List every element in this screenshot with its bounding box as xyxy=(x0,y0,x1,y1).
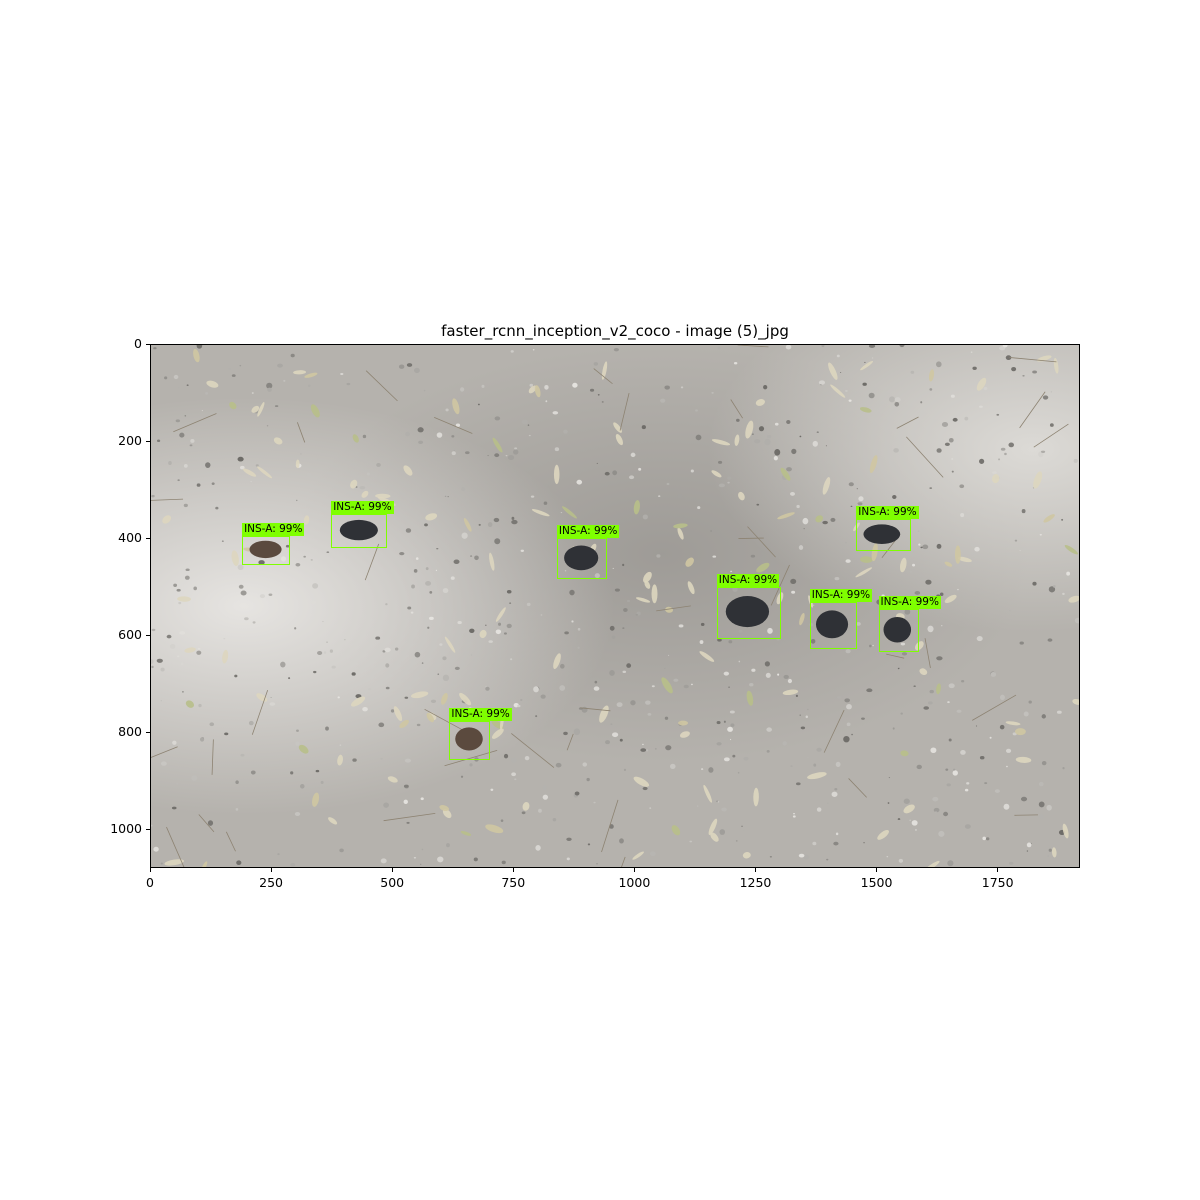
detection-box xyxy=(809,602,858,649)
detection-box xyxy=(716,586,781,639)
detection-label: INS-A: 99% xyxy=(449,708,512,722)
x-tick-mark xyxy=(149,868,151,872)
x-tick-mark xyxy=(997,868,999,872)
x-tick-mark xyxy=(633,868,635,872)
x-tick-label: 1750 xyxy=(981,875,1014,890)
beetle xyxy=(339,519,378,541)
beetle xyxy=(883,616,912,643)
detection-label: INS-A: 99% xyxy=(856,505,919,519)
x-tick-mark xyxy=(754,868,756,872)
x-tick-label: 0 xyxy=(146,875,154,890)
detection-box xyxy=(856,518,911,552)
beetle xyxy=(249,540,282,559)
beetle xyxy=(455,727,483,751)
beetle xyxy=(815,610,849,639)
y-tick-label: 0 xyxy=(134,336,142,351)
y-tick-label: 200 xyxy=(118,433,142,449)
x-tick-mark xyxy=(876,868,878,872)
x-tick-label: 750 xyxy=(501,875,526,890)
image-panel: INS-A: 99% INS-A: 99% INS-A: 99% INS-A: 99%… xyxy=(150,344,1080,868)
x-tick-mark xyxy=(270,868,272,872)
y-tick-label: 600 xyxy=(118,627,142,643)
x-tick-mark xyxy=(512,868,514,872)
y-tick-label: 400 xyxy=(118,530,142,546)
x-tick-label: 500 xyxy=(380,875,405,890)
detection-box xyxy=(449,721,491,760)
x-tick-label: 1250 xyxy=(739,875,772,890)
y-tick-label: 800 xyxy=(118,724,142,740)
beetle xyxy=(564,545,599,571)
x-tick-label: 250 xyxy=(259,875,284,890)
figure-title: faster_rcnn_inception_v2_coco - image (5… xyxy=(441,322,789,340)
x-tick-label: 1500 xyxy=(860,875,893,890)
detection-label: INS-A: 99% xyxy=(878,596,941,610)
y-tick-label: 1000 xyxy=(110,821,142,837)
x-tick-label: 1000 xyxy=(618,875,651,890)
detection-label: INS-A: 99% xyxy=(716,573,780,587)
x-tick-mark xyxy=(391,868,393,872)
beetle xyxy=(863,524,901,544)
detection-box xyxy=(556,538,608,580)
detection-label: INS-A: 99% xyxy=(331,500,394,514)
detection-box xyxy=(331,513,388,548)
detection-label: INS-A: 99% xyxy=(809,589,873,603)
detection-box xyxy=(878,609,920,653)
beetle xyxy=(725,596,770,628)
detection-box xyxy=(242,535,290,565)
detection-label: INS-A: 99% xyxy=(242,522,305,536)
detection-label: INS-A: 99% xyxy=(556,525,620,539)
